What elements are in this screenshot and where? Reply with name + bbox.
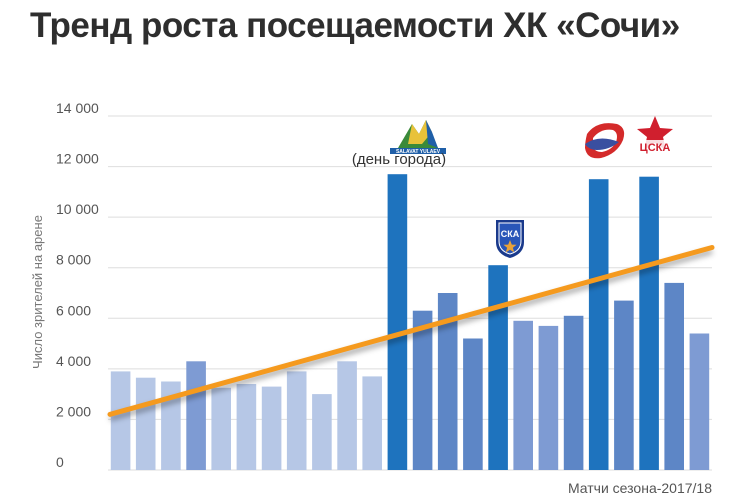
trendline-shadow: [109, 249, 713, 421]
bar: [639, 176, 659, 470]
bar: [211, 387, 231, 470]
x-axis-label: Матчи сезона-2017/18: [568, 480, 712, 496]
y-tick-label: 8 000: [56, 252, 91, 268]
trendline: [107, 244, 715, 417]
bar: [110, 371, 131, 470]
y-tick-label: 12 000: [56, 151, 99, 167]
y-tick-label: 10 000: [56, 201, 99, 217]
bar: [337, 361, 357, 470]
bar: [312, 394, 332, 470]
bar: [538, 325, 559, 470]
ska-logo-icon: СКА: [496, 220, 524, 258]
y-tick-label: 0: [56, 454, 64, 470]
bars: [110, 174, 710, 470]
y-tick-label: 14 000: [56, 100, 99, 116]
bar: [488, 265, 508, 470]
cska-logo-icon: ЦСКА: [634, 116, 676, 154]
bar: [563, 315, 584, 470]
bar: [362, 376, 382, 470]
grid-lines: [108, 115, 712, 471]
y-axis-label: Число зрителей на арене: [30, 215, 45, 369]
bar: [135, 377, 156, 470]
y-tick-label: 2 000: [56, 403, 91, 419]
bar: [463, 338, 483, 470]
bar: [689, 333, 710, 470]
cska-logo-text: ЦСКА: [640, 142, 671, 154]
bar: [437, 293, 458, 470]
bar: [614, 300, 634, 470]
y-tick-label: 6 000: [56, 302, 91, 318]
bar: [261, 386, 282, 470]
bar: [186, 361, 206, 470]
bar: [664, 282, 684, 470]
bar: [387, 174, 408, 470]
bar: [236, 384, 257, 470]
page-title: Тренд роста посещаемости ХК «Сочи»: [30, 6, 680, 45]
lokomotiv-logo-icon: [585, 123, 625, 159]
trendline-group: [107, 244, 715, 421]
y-axis-ticks: 0 2 000 4 000 6 000 8 000 10 000 12 000 14 000: [56, 100, 99, 470]
salavat-yulaev-logo-icon: SALAVAT YULAEV: [390, 120, 446, 155]
ska-logo-text: СКА: [501, 229, 520, 239]
salavat-logo-text: SALAVAT YULAEV: [396, 149, 441, 155]
bar: [412, 310, 433, 470]
city-day-annotation: (день города): [352, 151, 446, 168]
bar: [286, 371, 307, 470]
y-tick-label: 4 000: [56, 353, 91, 369]
bar: [513, 320, 533, 470]
bar: [588, 179, 609, 470]
